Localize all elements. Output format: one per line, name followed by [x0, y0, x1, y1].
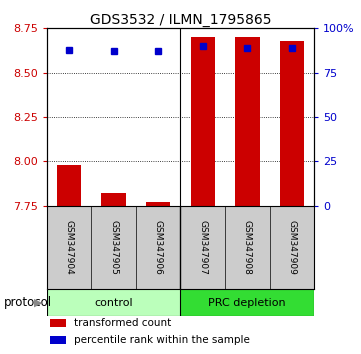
Bar [191, 37, 215, 206]
Text: percentile rank within the sample: percentile rank within the sample [74, 335, 249, 345]
Text: GSM347907: GSM347907 [198, 220, 207, 275]
Bar [146, 202, 170, 206]
Bar [47, 289, 180, 316]
Title: GDS3532 / ILMN_1795865: GDS3532 / ILMN_1795865 [90, 13, 271, 27]
Bar [49, 336, 66, 344]
Text: GSM347909: GSM347909 [287, 220, 296, 275]
Bar [101, 193, 126, 206]
Text: protocol: protocol [4, 296, 52, 309]
Bar [57, 165, 82, 206]
Bar [279, 41, 304, 206]
Text: transformed count: transformed count [74, 318, 171, 328]
Bar [180, 289, 314, 316]
Text: GSM347908: GSM347908 [243, 220, 252, 275]
Text: GSM347906: GSM347906 [154, 220, 163, 275]
Bar [49, 319, 66, 327]
Text: ▶: ▶ [34, 298, 43, 308]
Bar [235, 37, 260, 206]
Text: PRC depletion: PRC depletion [208, 298, 286, 308]
Text: GSM347904: GSM347904 [65, 220, 74, 275]
Text: GSM347905: GSM347905 [109, 220, 118, 275]
Text: control: control [95, 298, 133, 308]
